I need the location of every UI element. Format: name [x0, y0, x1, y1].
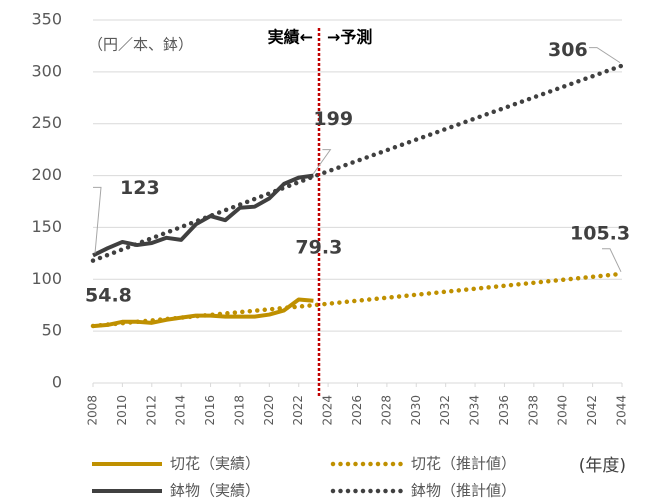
y-tick-label: 250 — [31, 113, 62, 132]
y-tick-label: 200 — [31, 165, 62, 184]
x-tick-label: 2028 — [379, 395, 393, 426]
unit-label: （円／本、鉢） — [88, 36, 193, 54]
x-tick-label: 2020 — [262, 395, 276, 426]
x-tick-label: 2012 — [144, 395, 158, 426]
leader-line — [313, 149, 332, 174]
x-tick-label: 2040 — [556, 395, 570, 426]
x-tick-label: 2036 — [497, 395, 511, 426]
x-tick-label: 2026 — [350, 395, 364, 426]
y-tick-label: 150 — [31, 217, 62, 236]
data-label: 123 — [120, 177, 160, 199]
x-axis-label: (年度) — [579, 456, 626, 476]
legend-label: 切花（推計値） — [411, 455, 516, 473]
x-tick-label: 2024 — [321, 395, 335, 426]
divider-right-label: →予測 — [327, 28, 372, 47]
x-tick-label: 2038 — [526, 395, 540, 426]
y-tick-label: 300 — [31, 61, 62, 80]
y-tick-label: 0 — [52, 373, 62, 392]
x-tick-label: 2016 — [203, 395, 217, 426]
data-label: 105.3 — [570, 222, 630, 244]
legend-label: 切花（実績） — [170, 455, 260, 473]
x-tick-label: 2030 — [409, 395, 423, 426]
leader-line — [602, 248, 622, 273]
x-tick-label: 2010 — [115, 395, 129, 426]
divider-left-label: 実績← — [268, 28, 313, 47]
data-label: 199 — [313, 108, 353, 130]
x-tick-label: 2044 — [615, 395, 629, 426]
data-label: 79.3 — [295, 236, 342, 258]
x-tick-label: 2018 — [232, 395, 246, 426]
y-tick-label: 350 — [31, 10, 62, 29]
x-tick-label: 2008 — [86, 395, 100, 426]
data-label: 306 — [548, 39, 588, 61]
legend-label: 鉢物（実績） — [170, 482, 260, 500]
x-tick-label: 2042 — [585, 395, 599, 426]
series-line — [90, 63, 625, 263]
leader-line — [589, 47, 621, 64]
data-label: 54.8 — [85, 285, 132, 307]
x-tick-label: 2014 — [174, 395, 188, 426]
legend-label: 鉢物（推計値） — [411, 482, 516, 500]
x-tick-label: 2034 — [468, 395, 482, 426]
series-line — [90, 271, 625, 329]
y-tick-label: 50 — [42, 321, 62, 340]
x-tick-label: 2022 — [291, 395, 305, 426]
leader-line — [93, 186, 102, 254]
x-tick-label: 2032 — [438, 395, 452, 426]
y-tick-label: 100 — [31, 269, 62, 288]
